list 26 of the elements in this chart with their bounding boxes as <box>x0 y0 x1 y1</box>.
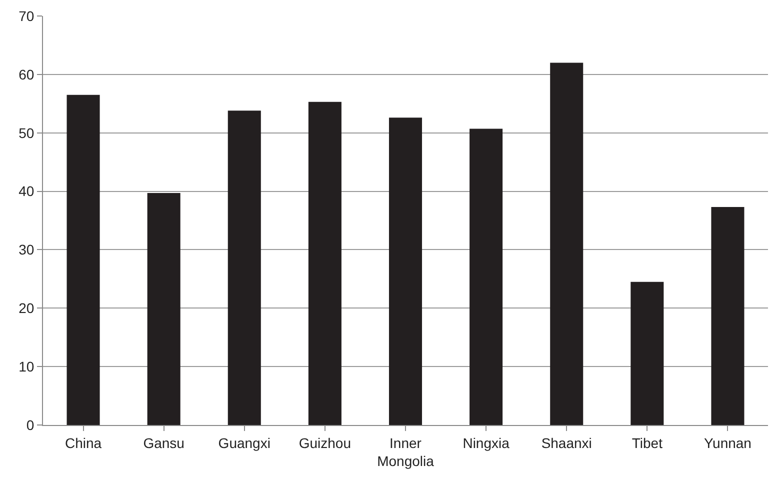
x-tick-label: Guangxi <box>218 434 270 451</box>
bar <box>711 207 744 425</box>
x-tick-label: Shaanxi <box>541 434 592 451</box>
y-tick-label: 40 <box>18 183 34 200</box>
x-tick-label: Gansu <box>143 434 184 451</box>
y-tick-label: 70 <box>18 8 34 24</box>
x-tick-label: Inner Mongolia <box>377 434 434 469</box>
y-tick-label: 50 <box>18 124 34 141</box>
bar <box>308 102 342 425</box>
y-tick-label: 30 <box>18 242 34 258</box>
x-tick-label: Ningxia <box>462 434 510 451</box>
bar <box>147 193 180 425</box>
y-tick-label: 20 <box>18 300 34 316</box>
x-tick-label: China <box>64 434 102 451</box>
bar <box>66 94 100 425</box>
bar <box>630 282 664 425</box>
x-tick-label: Tibet <box>632 434 663 451</box>
bar <box>228 110 261 425</box>
y-tick-label: 0 <box>26 416 34 433</box>
bar <box>470 128 503 425</box>
x-tick-label: Yunnan <box>704 434 752 451</box>
y-tick-label: 10 <box>18 358 34 374</box>
x-tick-label: Guizhou <box>298 434 352 451</box>
bar <box>388 118 422 425</box>
bar <box>550 62 584 425</box>
y-tick-label: 60 <box>18 66 34 82</box>
